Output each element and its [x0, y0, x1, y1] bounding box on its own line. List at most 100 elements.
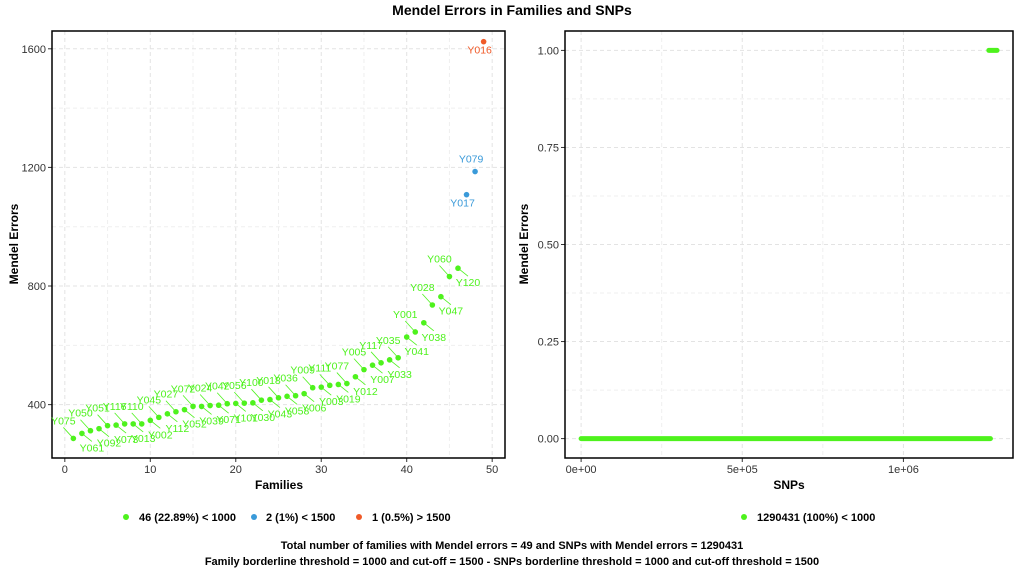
y-tick-label: 0.50 — [538, 240, 559, 252]
point-label: Y035 — [376, 335, 401, 347]
left-x-label: Families — [255, 478, 303, 492]
point-label: Y002 — [148, 429, 173, 441]
y-tick-label: 800 — [28, 281, 46, 293]
label-leader — [216, 392, 228, 405]
point-label: Y116 — [103, 401, 127, 413]
point-label: Y033 — [387, 369, 412, 381]
right-x-label: SNPs — [773, 478, 805, 492]
point-label: Y016 — [467, 45, 492, 57]
label-leader — [148, 406, 160, 418]
x-tick-label: 40 — [401, 464, 413, 476]
label-leader — [302, 376, 313, 388]
label-leader — [406, 336, 417, 346]
y-tick-label: 1.00 — [538, 45, 559, 57]
label-leader — [423, 322, 435, 332]
label-leader — [370, 351, 382, 364]
label-leader — [372, 364, 383, 374]
point-label: Y058 — [285, 405, 310, 417]
point-label: Y056 — [222, 380, 247, 392]
point-label: Y043 — [268, 409, 293, 421]
point-label: Y047 — [439, 306, 464, 318]
y-tick-label: 0.25 — [538, 337, 559, 349]
point-label: Y018 — [256, 375, 281, 387]
point-label: Y092 — [97, 438, 122, 450]
label-leader — [268, 386, 279, 399]
point-label: Y024 — [188, 383, 213, 395]
legend-label: 46 (22.89%) < 1000 — [139, 512, 236, 524]
point-label: Y009 — [290, 365, 315, 377]
point-label: Y079 — [459, 154, 484, 166]
x-tick-label: 0 — [62, 464, 68, 476]
label-leader — [63, 427, 74, 439]
label-leader — [251, 388, 262, 401]
point-label: Y042 — [205, 381, 230, 393]
label-leader — [218, 404, 229, 414]
x-tick-label: 30 — [315, 464, 327, 476]
right-y-label: Mendel Errors — [517, 203, 531, 284]
legend-marker-red — [356, 514, 362, 520]
label-leader — [303, 393, 315, 402]
legend-label: 2 (1%) < 1500 — [266, 512, 335, 524]
legend-marker-green — [123, 514, 129, 520]
point-label: Y061 — [80, 442, 105, 454]
snps-panel: 0e+00 5e+05 1e+06 0.00 0.25 0.50 0.75 1.00 — [538, 30, 1014, 476]
point-label: Y101 — [233, 412, 258, 424]
legend-label: 1 (0.5%) > 1500 — [372, 512, 451, 524]
x-tick-label: 1e+06 — [888, 464, 919, 476]
label-leader — [167, 413, 178, 423]
point-label: Y111 — [308, 362, 331, 374]
point-label: Y030 — [251, 412, 276, 424]
x-tick-label: 50 — [486, 464, 498, 476]
label-leader — [286, 396, 298, 405]
label-leader — [199, 394, 211, 406]
label-leader — [97, 414, 108, 426]
point-label: Y027 — [154, 389, 179, 401]
label-leader — [234, 391, 245, 404]
label-leader — [115, 424, 127, 434]
point-label: Y007 — [370, 374, 395, 386]
label-leader — [440, 296, 452, 306]
label-leader — [165, 400, 177, 413]
point-label: Y013 — [131, 433, 156, 445]
point-label: Y012 — [353, 386, 378, 398]
x-tick-label: 0e+00 — [566, 464, 597, 476]
point-label: Y110 — [120, 401, 144, 413]
label-leader — [439, 265, 450, 277]
point-label: Y036 — [273, 373, 298, 385]
y-tick-label: 0.00 — [538, 434, 559, 446]
label-leader — [389, 359, 400, 369]
legend-label: 1290431 (100%) < 1000 — [757, 512, 875, 524]
point-label: Y117 — [359, 340, 383, 352]
label-leader — [457, 267, 469, 277]
label-leader — [252, 402, 264, 412]
label-leader — [81, 433, 93, 442]
point-label: Y006 — [302, 403, 327, 415]
label-leader — [320, 386, 332, 396]
point-label: Y077 — [325, 361, 350, 373]
point-label: Y052 — [182, 419, 207, 431]
point-label: Y050 — [68, 408, 93, 420]
data-point — [463, 191, 470, 198]
label-leader — [269, 399, 281, 408]
point-label: Y005 — [342, 347, 367, 359]
plot-border — [564, 30, 1014, 459]
label-leader — [387, 346, 399, 359]
families-panel: 0 10 20 30 40 50 400 800 1200 1600 Y075 Y061 Y050 Y09… — [22, 30, 506, 476]
x-tick-label: 5e+05 — [727, 464, 758, 476]
left-legend: 46 (22.89%) < 1000 2 (1%) < 1500 1 (0.5%… — [123, 512, 451, 524]
legend-marker-green — [741, 514, 747, 520]
label-leader — [422, 293, 433, 306]
plot-border — [51, 30, 506, 459]
y-tick-label: 400 — [28, 400, 46, 412]
label-leader — [150, 420, 161, 429]
label-leader — [319, 374, 331, 386]
left-y-label: Mendel Errors — [7, 203, 21, 284]
caption-totals: Total number of families with Mendel err… — [281, 540, 744, 552]
right-legend: 1290431 (100%) < 1000 — [741, 512, 875, 524]
point-label: Y041 — [404, 346, 429, 358]
point-label: Y017 — [450, 198, 475, 210]
label-leader — [336, 372, 348, 384]
label-leader — [184, 409, 195, 418]
label-leader — [114, 412, 125, 425]
y-tick-label: 1200 — [22, 162, 46, 174]
